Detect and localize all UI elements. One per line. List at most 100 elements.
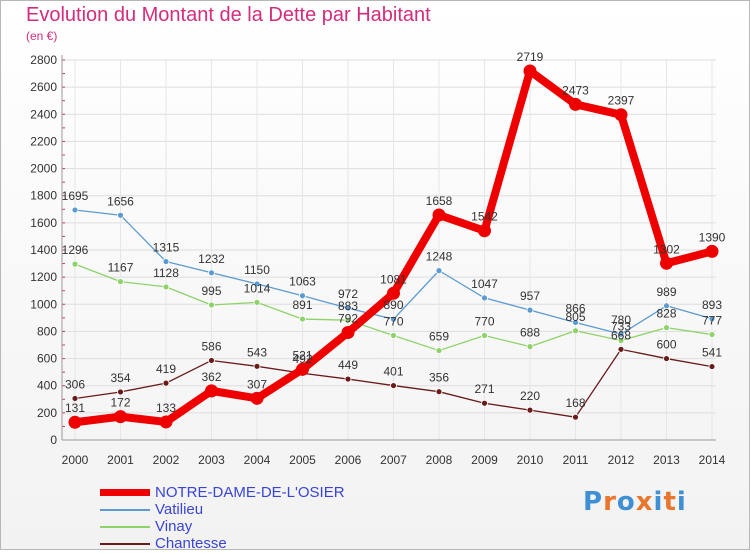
legend: NOTRE-DAME-DE-L'OSIER Vatilieu Vinay Cha…	[100, 484, 400, 553]
y-tick-label: 0	[50, 433, 57, 447]
data-point	[387, 286, 400, 300]
y-tick-label: 1600	[30, 216, 57, 230]
data-label: 891	[292, 298, 312, 312]
y-tick-label: 1200	[30, 270, 57, 284]
data-point	[660, 256, 673, 270]
data-label: 586	[201, 339, 221, 353]
data-point	[344, 375, 352, 383]
data-label: 1248	[426, 250, 453, 264]
data-point	[572, 413, 579, 421]
data-point	[569, 97, 582, 111]
data-label: 220	[520, 389, 540, 403]
data-label: 1167	[108, 261, 134, 275]
data-point	[572, 327, 579, 335]
data-label: 780	[611, 313, 631, 327]
y-tick-label: 600	[37, 352, 57, 366]
data-label: 668	[611, 328, 631, 342]
data-label: 957	[520, 289, 540, 303]
data-label: 1014	[244, 281, 271, 295]
data-point	[481, 294, 488, 302]
logo-letter: i	[653, 487, 664, 517]
data-label: 133	[156, 401, 176, 415]
data-point	[296, 362, 309, 376]
data-point	[253, 280, 261, 288]
data-point	[117, 388, 124, 396]
data-label: 306	[65, 377, 85, 391]
data-label: 828	[656, 307, 676, 321]
data-point	[708, 363, 716, 370]
data-label: 995	[201, 284, 221, 298]
legend-label: NOTRE-DAME-DE-L'OSIER	[155, 484, 345, 501]
data-label: 362	[201, 370, 221, 384]
data-label: 893	[702, 298, 722, 312]
x-tick-label: 2008	[426, 453, 453, 467]
y-tick-label: 2400	[30, 107, 57, 121]
legend-item-vinay[interactable]: Vinay	[100, 518, 400, 536]
y-tick-label: 2200	[30, 134, 57, 148]
data-label: 492	[292, 352, 312, 366]
data-label: 1302	[653, 242, 680, 256]
data-label: 1081	[380, 272, 407, 286]
chart-title: Evolution du Montant de la Dette par Hab…	[26, 4, 431, 26]
data-label: 543	[247, 345, 267, 359]
legend-swatch	[100, 509, 150, 511]
data-label: 1656	[107, 194, 134, 208]
y-tick-label: 800	[37, 324, 57, 338]
data-point	[253, 298, 261, 306]
data-point	[159, 415, 173, 429]
legend-label: Vatilieu	[155, 501, 204, 518]
data-label: 1390	[699, 230, 726, 244]
data-label: 733	[611, 320, 631, 334]
logo-letter: x	[635, 487, 654, 517]
data-label: 168	[565, 396, 585, 410]
data-label: 1128	[153, 266, 179, 280]
data-label: 1232	[198, 252, 225, 266]
data-point	[253, 362, 261, 370]
data-label: 777	[702, 314, 722, 328]
x-tick-label: 2010	[517, 453, 544, 467]
logo-letter: r	[603, 487, 617, 517]
data-label: 356	[429, 371, 449, 385]
data-point	[299, 315, 306, 323]
y-tick-label: 400	[37, 379, 57, 393]
legend-swatch	[100, 526, 150, 528]
data-point	[614, 108, 628, 122]
legend-item-vatilieu[interactable]: Vatilieu	[100, 501, 400, 519]
y-tick-label: 1800	[30, 189, 57, 203]
data-label: 1542	[471, 210, 498, 224]
data-label: 271	[474, 382, 494, 396]
data-label: 688	[520, 326, 540, 340]
logo-letter: o	[616, 487, 636, 517]
data-point	[663, 324, 670, 332]
data-point	[617, 345, 625, 353]
data-point	[705, 244, 719, 258]
data-point	[341, 326, 355, 340]
data-point	[523, 64, 537, 78]
logo-letter: P	[583, 487, 604, 517]
x-tick-label: 2000	[62, 453, 89, 467]
data-point	[481, 399, 488, 407]
data-label: 521	[292, 348, 312, 362]
x-tick-label: 2011	[563, 453, 589, 467]
data-point	[299, 292, 306, 300]
data-point	[432, 208, 446, 222]
data-point	[572, 319, 579, 326]
data-point	[435, 388, 443, 396]
data-label: 866	[565, 301, 585, 315]
data-point	[390, 332, 397, 339]
data-point	[344, 304, 352, 312]
data-label: 1047	[471, 277, 498, 291]
data-point	[390, 315, 397, 323]
logo-letter: i	[676, 487, 687, 517]
x-tick-label: 2001	[107, 453, 134, 467]
data-label: 2473	[562, 83, 589, 97]
data-point	[208, 269, 215, 277]
data-point	[435, 347, 443, 354]
legend-item-notre-dame[interactable]: NOTRE-DAME-DE-L'OSIER	[100, 484, 400, 502]
legend-item-chantesse[interactable]: Chantesse	[100, 535, 400, 553]
data-point	[205, 384, 218, 398]
data-label: 890	[383, 298, 403, 312]
data-label: 1296	[62, 243, 89, 257]
x-tick-label: 2005	[289, 453, 316, 467]
data-point	[250, 391, 264, 405]
